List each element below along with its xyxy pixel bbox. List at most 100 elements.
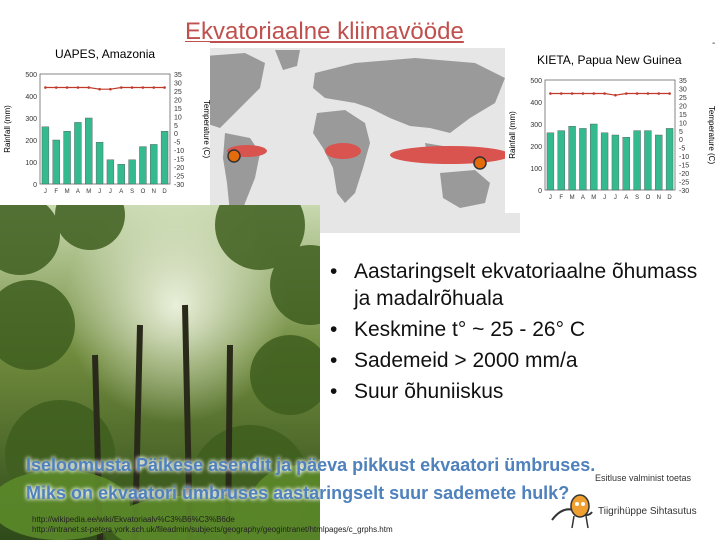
month-tick-label: N xyxy=(152,189,156,195)
rainforest-illustration xyxy=(0,205,320,540)
source-link[interactable]: http://intranet.st-peters.york.sch.uk/fi… xyxy=(32,525,393,534)
rainfall-bar xyxy=(633,130,641,191)
rainfall-tick-label: 200 xyxy=(530,144,542,151)
rainfall-bar xyxy=(117,163,125,185)
temperature-tick-label: 15 xyxy=(679,112,687,119)
month-tick-label: A xyxy=(624,195,628,201)
rain-band-asia xyxy=(390,146,510,164)
month-tick-label: O xyxy=(646,195,651,201)
temperature-tick-label: 30 xyxy=(174,80,182,87)
temperature-tick-label: -30 xyxy=(679,188,689,195)
month-tick-label: S xyxy=(635,195,639,201)
rainfall-bar xyxy=(546,132,555,191)
rainfall-tick-label: 500 xyxy=(530,78,542,85)
temperature-point xyxy=(87,86,91,89)
slide-title: Ekvatoriaalne kliimavööde xyxy=(185,18,464,45)
forest-undergrowth xyxy=(0,465,320,540)
rainfall-tick-label: 100 xyxy=(530,166,542,173)
month-tick-label: J xyxy=(549,195,552,201)
world-map xyxy=(205,48,520,233)
temperature-tick-label: -25 xyxy=(174,174,184,181)
temperature-tick-label: 35 xyxy=(174,72,182,79)
bullet-text: Suur õhuniiskus xyxy=(354,380,504,403)
edge-mark: - xyxy=(712,38,716,49)
temperature-point xyxy=(657,92,661,95)
bullet-text: Sademeid > 2000 mm/a xyxy=(354,349,578,372)
rainforest-photo xyxy=(0,205,320,540)
temperature-point xyxy=(44,86,47,89)
question-2: Miks on ekvaatori ümbruses aastaringselt… xyxy=(26,483,570,503)
plot-frame xyxy=(39,73,171,185)
temperature-line xyxy=(550,92,670,96)
temperature-tick-label: 15 xyxy=(174,106,182,113)
month-tick-label: F xyxy=(559,195,563,201)
month-tick-label: M xyxy=(570,195,575,201)
rainfall-bar xyxy=(160,130,169,185)
month-tick-label: M xyxy=(591,195,596,201)
temperature-point xyxy=(646,92,650,95)
bullet-dot: • xyxy=(330,380,338,403)
temperature-point xyxy=(614,93,617,97)
bullet-dot: • xyxy=(330,349,338,372)
map-north-america xyxy=(205,53,265,128)
temperature-point xyxy=(668,92,671,95)
month-tick-label: D xyxy=(162,189,167,195)
rainfall-tick-label: 100 xyxy=(25,160,37,167)
temperature-point xyxy=(592,92,596,95)
source-links: http://wikipedia.ee/wiki/Ekvatoriaalv%C3… xyxy=(32,515,393,535)
rainfall-tick-label: 400 xyxy=(530,100,542,107)
rainfall-axis-label: Rainfall (mm) xyxy=(3,105,12,153)
temperature-point xyxy=(624,92,628,95)
temperature-tick-label: 5 xyxy=(679,129,683,136)
bullet-text: Aastaringselt ekvatoriaalne õhumass ja m… xyxy=(354,260,698,310)
rainfall-bar xyxy=(655,134,663,191)
temperature-point xyxy=(152,86,156,89)
rainfall-tick-label: 300 xyxy=(25,116,37,123)
bullet-item: • Sademeid > 2000 mm/a xyxy=(330,347,710,374)
month-tick-label: J xyxy=(603,195,606,201)
climate-chart-kieta: KIETA, Papua New Guinea 500 400 300 200 100 0… xyxy=(505,48,715,213)
rain-band-africa xyxy=(325,143,361,159)
rainfall-bar xyxy=(150,144,158,185)
temperature-tick-label: -15 xyxy=(174,157,184,164)
month-tick-label: N xyxy=(657,195,661,201)
source-link[interactable]: http://wikipedia.ee/wiki/Ekvatoriaalv%C3… xyxy=(32,515,235,524)
chart-title: KIETA, Papua New Guinea xyxy=(537,53,682,67)
tiger-logo-svg xyxy=(551,494,593,529)
rainfall-bar xyxy=(85,117,93,185)
rainfall-tick-label: 300 xyxy=(530,122,542,129)
temperature-tick-label: 0 xyxy=(679,137,683,144)
rainfall-bar xyxy=(579,128,587,191)
month-tick-label: S xyxy=(130,189,134,195)
temperature-tick-label: -5 xyxy=(679,146,685,153)
logo-text: Tiigrihüppe Sihtasutus xyxy=(598,506,697,517)
temperature-point xyxy=(98,87,101,91)
temperature-tick-label: 20 xyxy=(174,97,182,104)
rainfall-axis-label: Rainfall (mm) xyxy=(508,111,517,159)
rainfall-tick-label: 0 xyxy=(538,188,542,195)
map-eurasia xyxy=(313,58,505,133)
temperature-tick-label: 5 xyxy=(174,123,178,130)
month-tick-label: M xyxy=(65,189,70,195)
month-tick-label: J xyxy=(44,189,47,195)
credit-text: Esitluse valminist toetas xyxy=(595,473,692,483)
temperature-point xyxy=(65,86,69,89)
temperature-tick-label: 20 xyxy=(679,103,687,110)
temperature-point xyxy=(549,92,552,95)
bullet-item: • Keskmine t° ~ 25 - 26° C xyxy=(330,316,710,343)
marker-kieta xyxy=(473,156,487,170)
bullet-item: • Aastaringselt ekvatoriaalne õhumass ja … xyxy=(330,258,710,312)
chart-title: UAPES, Amazonia xyxy=(55,47,156,61)
temperature-point xyxy=(581,92,585,95)
rainfall-bar xyxy=(644,130,652,191)
map-australia xyxy=(440,170,490,208)
temperature-point xyxy=(76,86,80,89)
bullet-dot: • xyxy=(330,260,338,283)
rainfall-tick-label: 500 xyxy=(25,72,37,79)
temperature-point xyxy=(635,92,639,95)
temperature-tick-label: -5 xyxy=(174,140,180,147)
temperature-tick-label: 30 xyxy=(679,86,687,93)
month-tick-label: J xyxy=(109,189,112,195)
temperature-axis-label: Temperature (C) xyxy=(202,100,210,159)
rainfall-bar xyxy=(63,130,71,185)
